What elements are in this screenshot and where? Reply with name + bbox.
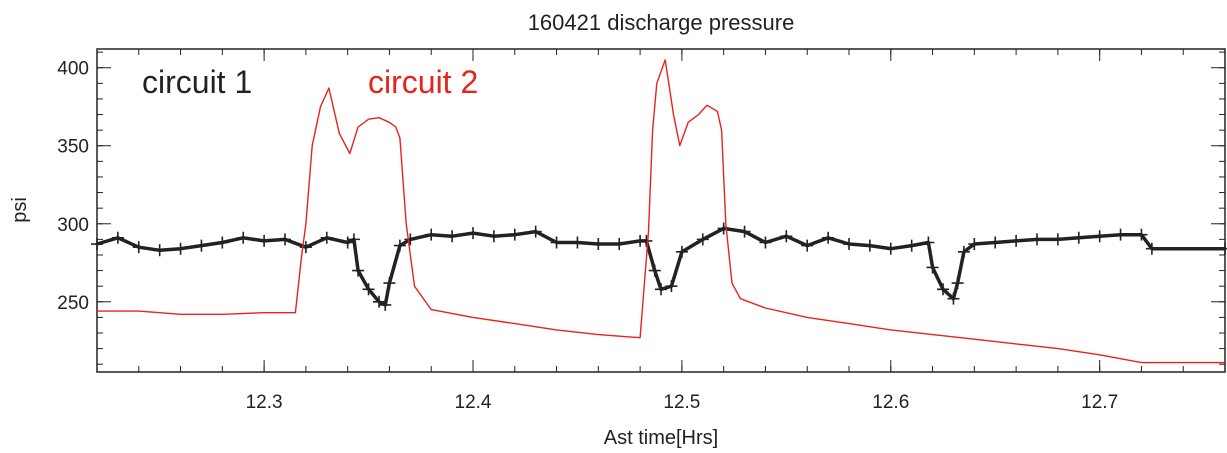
series-point	[968, 238, 981, 251]
y-tick-label: 250	[57, 293, 89, 314]
series-point	[320, 231, 333, 244]
series-point	[508, 228, 521, 241]
series-point	[279, 233, 291, 246]
series-point	[863, 239, 876, 252]
series-point	[362, 283, 375, 296]
series-point	[550, 236, 563, 249]
x-tick-label: 12.3	[246, 392, 283, 413]
series-point	[174, 242, 187, 255]
series-point	[675, 245, 688, 258]
series-point	[195, 239, 208, 252]
series-point	[822, 231, 835, 244]
series-point	[404, 233, 417, 246]
series-point	[780, 230, 793, 243]
series-point	[922, 236, 935, 249]
series-point	[1114, 228, 1127, 241]
series-point	[1135, 228, 1148, 241]
series-point	[1219, 242, 1227, 255]
y-tick-label: 350	[57, 137, 89, 158]
series-point	[467, 227, 479, 240]
series-point	[738, 225, 751, 238]
series-point	[989, 236, 1002, 249]
series-point	[1031, 233, 1043, 246]
series-point	[926, 261, 939, 274]
legend-circuit-2: circuit 2	[368, 64, 478, 100]
series-point	[592, 238, 605, 251]
series-point	[937, 283, 949, 296]
series-point	[91, 238, 103, 251]
series-point	[801, 239, 814, 252]
series-point	[425, 228, 438, 241]
series-point	[640, 234, 653, 247]
chart-title: 160421 discharge pressure	[528, 10, 795, 35]
series-point	[1093, 230, 1106, 243]
plot-frame	[96, 48, 1226, 373]
x-tick-label: 12.5	[663, 392, 700, 413]
series-point	[947, 292, 960, 305]
series-point	[655, 283, 667, 296]
y-axis-title: psi	[9, 197, 31, 223]
series-point	[1145, 242, 1158, 255]
series-point	[373, 295, 385, 308]
series-point	[446, 230, 459, 243]
y-tick-label: 400	[57, 59, 89, 80]
series-point	[759, 236, 772, 249]
y-tick-label: 300	[57, 215, 89, 236]
x-tick-label: 12.6	[872, 392, 909, 413]
series-point	[393, 239, 406, 252]
series-point	[1051, 233, 1064, 246]
series-point	[843, 238, 855, 251]
series-point	[379, 298, 392, 311]
series-point	[905, 239, 918, 252]
series-point	[957, 245, 970, 258]
series-point	[216, 236, 229, 249]
series-point	[341, 236, 354, 249]
x-tick-label: 12.7	[1081, 392, 1118, 413]
series-point	[1072, 231, 1085, 244]
series-point	[132, 241, 145, 254]
series-point	[1010, 234, 1023, 247]
x-axis: 12.3 12.4 12.5 12.6 12.7	[96, 49, 1226, 413]
y-axis: 250 300 350 400	[57, 51, 1225, 365]
series-point	[529, 225, 542, 238]
series-point	[111, 231, 124, 244]
series-point	[487, 230, 500, 243]
series-point	[347, 233, 360, 246]
series-point	[153, 244, 166, 257]
series-point	[352, 264, 365, 277]
series-point	[884, 242, 897, 255]
series-point	[258, 234, 271, 247]
x-tick-label: 12.4	[455, 392, 492, 413]
series-point	[648, 264, 661, 277]
series-layer	[91, 59, 1227, 364]
series-point	[299, 241, 312, 254]
series-line-2	[97, 59, 1225, 364]
series-point	[696, 233, 709, 246]
series-point	[383, 277, 396, 290]
x-axis-title: Ast time[Hrs]	[604, 427, 718, 449]
legend-circuit-1: circuit 1	[142, 64, 252, 100]
series-point	[571, 236, 584, 249]
series-point	[717, 222, 730, 235]
series-point	[237, 231, 250, 244]
series-point	[665, 280, 678, 293]
series-point	[951, 277, 964, 290]
series-point	[613, 238, 626, 251]
